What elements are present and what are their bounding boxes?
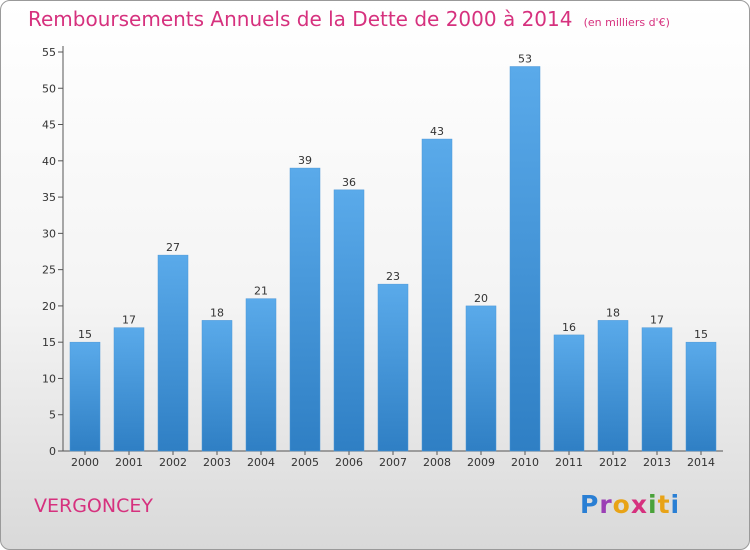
bar-value-label: 39 bbox=[298, 154, 312, 167]
bar-value-label: 17 bbox=[650, 314, 664, 327]
x-tick-label: 2014 bbox=[687, 456, 715, 469]
bar-value-label: 18 bbox=[606, 306, 620, 319]
bar-value-label: 27 bbox=[166, 241, 180, 254]
y-tick-label: 55 bbox=[42, 46, 56, 59]
chart-unit: (en milliers d'€) bbox=[583, 16, 670, 29]
logo-letter: P bbox=[580, 490, 600, 519]
bar-value-label: 43 bbox=[430, 125, 444, 138]
bar-value-label: 53 bbox=[518, 53, 532, 66]
logo-letter: i bbox=[648, 490, 658, 519]
x-tick-label: 2006 bbox=[335, 456, 363, 469]
x-tick-label: 2009 bbox=[467, 456, 495, 469]
chart-title-row: Remboursements Annuels de la Dette de 20… bbox=[28, 7, 670, 31]
bar bbox=[113, 327, 145, 452]
y-tick-label: 45 bbox=[42, 119, 56, 132]
bar bbox=[509, 66, 541, 452]
bar bbox=[553, 334, 585, 452]
bar-value-label: 15 bbox=[78, 328, 92, 341]
x-tick-label: 2008 bbox=[423, 456, 451, 469]
chart-title: Remboursements Annuels de la Dette de 20… bbox=[28, 7, 573, 31]
x-tick-label: 2001 bbox=[115, 456, 143, 469]
logo-letter: x bbox=[630, 490, 648, 519]
bar bbox=[157, 254, 189, 452]
bar bbox=[685, 341, 717, 452]
y-tick-label: 35 bbox=[42, 191, 56, 204]
x-tick-label: 2013 bbox=[643, 456, 671, 469]
y-tick-label: 10 bbox=[42, 372, 56, 385]
x-tick-label: 2002 bbox=[159, 456, 187, 469]
x-tick-label: 2003 bbox=[203, 456, 231, 469]
bar bbox=[641, 327, 673, 452]
y-tick-label: 25 bbox=[42, 264, 56, 277]
bar-value-label: 36 bbox=[342, 176, 356, 189]
bar bbox=[69, 341, 101, 452]
bar bbox=[597, 320, 629, 452]
bar-value-label: 23 bbox=[386, 270, 400, 283]
proxiti-logo: Proxiti bbox=[580, 490, 680, 519]
bar bbox=[421, 138, 453, 452]
bar-value-label: 21 bbox=[254, 285, 268, 298]
x-tick-label: 2011 bbox=[555, 456, 583, 469]
logo-letter: i bbox=[670, 490, 681, 519]
bar bbox=[201, 320, 233, 452]
y-tick-label: 20 bbox=[42, 300, 56, 313]
y-tick-label: 50 bbox=[42, 82, 56, 95]
logo-letter: t bbox=[657, 490, 671, 519]
bar bbox=[465, 305, 497, 452]
y-tick-label: 5 bbox=[49, 409, 56, 422]
commune-name: VERGONCEY bbox=[34, 495, 153, 517]
x-tick-label: 2010 bbox=[511, 456, 539, 469]
bar-value-label: 18 bbox=[210, 306, 224, 319]
y-tick-label: 0 bbox=[49, 445, 56, 458]
bar-value-label: 20 bbox=[474, 292, 488, 305]
y-tick-label: 30 bbox=[42, 227, 56, 240]
bar bbox=[333, 189, 365, 452]
logo-letter: r bbox=[599, 490, 613, 519]
bar bbox=[377, 283, 409, 452]
x-tick-label: 2007 bbox=[379, 456, 407, 469]
x-tick-label: 2005 bbox=[291, 456, 319, 469]
bar-value-label: 17 bbox=[122, 314, 136, 327]
x-tick-label: 2012 bbox=[599, 456, 627, 469]
bar bbox=[289, 167, 321, 452]
x-tick-label: 2000 bbox=[71, 456, 99, 469]
logo-letter: o bbox=[612, 490, 631, 519]
y-tick-label: 40 bbox=[42, 155, 56, 168]
bar-value-label: 16 bbox=[562, 321, 576, 334]
bar-value-label: 15 bbox=[694, 328, 708, 341]
bar bbox=[245, 298, 277, 452]
x-tick-label: 2004 bbox=[247, 456, 275, 469]
y-tick-label: 15 bbox=[42, 336, 56, 349]
